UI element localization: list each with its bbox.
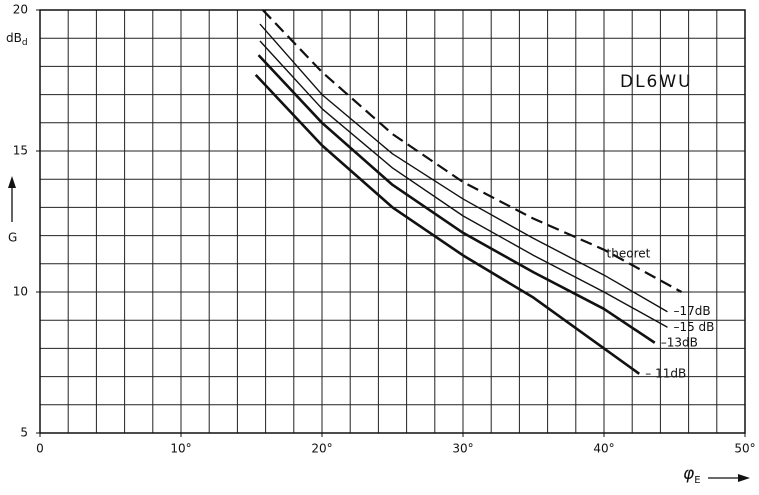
x-tick-label: 30° (452, 442, 473, 456)
x-label-sub: E (694, 475, 700, 486)
x-tick-label: 0 (36, 442, 44, 456)
series-line (259, 40, 668, 328)
y-tick-label: 5 (20, 426, 28, 440)
x-tick-label: 40° (593, 442, 614, 456)
series-line (254, 73, 641, 375)
series-line (257, 54, 656, 344)
x-label-main: φ (683, 464, 695, 484)
y-unit-main: dB (6, 31, 22, 45)
x-arrow-head (738, 474, 750, 482)
y-arrow-head (8, 176, 16, 188)
y-tick-label: 15 (13, 144, 28, 158)
y-unit: dBd (6, 31, 28, 48)
series-label: theoret (607, 247, 651, 261)
plot-frame (39, 9, 746, 434)
annotation: DL6WU (620, 72, 693, 92)
series-label: –17dB (673, 304, 710, 318)
x-tick-label: 20° (311, 442, 332, 456)
series-line (261, 9, 683, 293)
x-tick-label: 10° (170, 442, 191, 456)
series-line (259, 23, 668, 313)
y-unit-sub: d (22, 38, 28, 48)
series-label: –13dB (661, 335, 698, 349)
y-tick-label: 10 (13, 285, 28, 299)
series-label: – 11dB (645, 366, 686, 380)
y-tick-label: 20 (13, 3, 28, 17)
x-tick-label: 50° (734, 442, 755, 456)
y-label: G (8, 231, 17, 245)
x-label: φE (683, 464, 701, 486)
series-label: –15 dB (673, 320, 714, 334)
